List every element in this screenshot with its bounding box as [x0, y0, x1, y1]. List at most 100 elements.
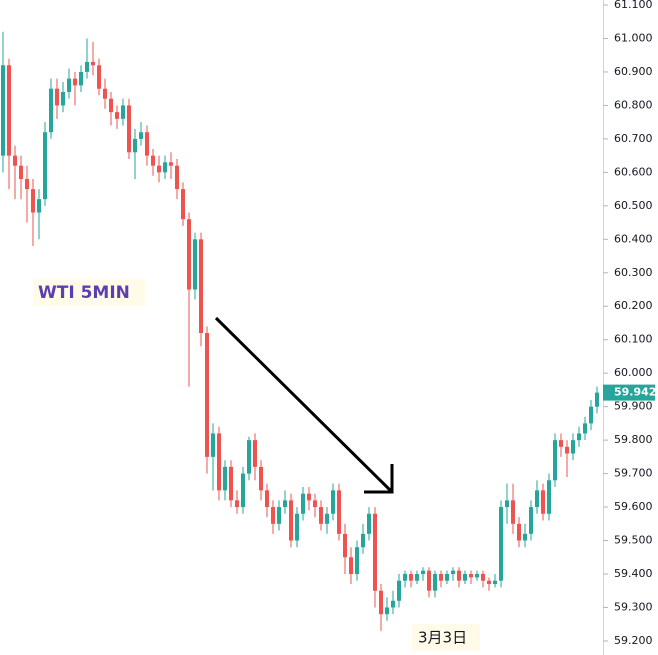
candle-body: [175, 165, 179, 190]
candle-body: [109, 98, 113, 113]
candle-body: [583, 423, 587, 434]
candle-body: [115, 112, 119, 119]
candle-body: [313, 500, 317, 508]
candle-body: [307, 493, 311, 501]
y-tick-label: 59.200: [614, 634, 653, 647]
y-tick-label: 60.800: [614, 98, 653, 111]
y-tick-label: 59.400: [614, 567, 653, 580]
candle-body: [31, 189, 35, 213]
candle-body: [361, 533, 365, 548]
candle-body: [67, 78, 71, 93]
candle-body: [229, 466, 233, 501]
candle-body: [43, 132, 47, 200]
y-tick-label: 59.700: [614, 467, 653, 480]
candle-body: [427, 570, 431, 591]
candle-body: [199, 239, 203, 334]
candle-body: [355, 547, 359, 575]
last-price-box: [603, 384, 655, 401]
candle-body: [421, 570, 425, 575]
candle-body: [235, 500, 239, 508]
candle-body: [61, 92, 65, 106]
arrow-shaft: [214, 316, 393, 493]
candle-body: [73, 78, 77, 86]
candle-body: [517, 523, 521, 541]
candle-body: [439, 574, 443, 581]
y-tick-label: 60.400: [614, 232, 653, 245]
y-tick-label: 59.900: [614, 400, 653, 413]
candle-body: [373, 513, 377, 591]
y-tick-label: 59.300: [614, 600, 653, 613]
candle-body: [277, 507, 281, 524]
candle-body: [55, 88, 59, 106]
candle-body: [547, 480, 551, 514]
candle-body: [385, 607, 389, 615]
candle-body: [493, 580, 497, 585]
candle-body: [253, 440, 257, 467]
candle-body: [247, 440, 251, 474]
candle-body: [481, 574, 485, 581]
candle-body: [151, 155, 155, 166]
candle-body: [91, 61, 95, 66]
candle-body: [487, 580, 491, 585]
y-tick-label: 59.800: [614, 433, 653, 446]
candle-body: [499, 507, 503, 581]
candle-body: [463, 574, 467, 581]
candle-body: [271, 507, 275, 524]
candle-body: [433, 574, 437, 591]
candle-body: [7, 65, 11, 156]
candle-body: [397, 580, 401, 601]
candle-body: [331, 490, 335, 514]
y-tick-label: 59.500: [614, 534, 653, 547]
candle-body: [193, 239, 197, 290]
candle-body: [25, 179, 29, 190]
y-tick-label: 60.700: [614, 132, 653, 145]
candle-body: [595, 392, 599, 407]
candle-body: [343, 533, 347, 558]
y-tick-label: 60.300: [614, 266, 653, 279]
candle-body: [505, 500, 509, 508]
candle-body: [79, 71, 83, 86]
candle-body: [415, 574, 419, 581]
candle-body: [589, 406, 593, 424]
candle-body: [97, 65, 101, 89]
label-bg: [33, 279, 145, 306]
y-tick-label: 60.200: [614, 299, 653, 312]
candle-body: [319, 507, 323, 524]
date-bg: [412, 624, 480, 651]
candle-body: [85, 61, 89, 72]
candle-body: [451, 570, 455, 575]
candle-body: [259, 466, 263, 491]
candle-body: [529, 507, 533, 534]
candle-body: [265, 490, 269, 508]
candle-body: [139, 132, 143, 139]
candle-body: [469, 574, 473, 578]
candles: [1, 31, 599, 631]
candle-body: [1, 65, 5, 156]
candle-body: [559, 440, 563, 447]
candle-body: [457, 570, 461, 581]
arrow-head: [364, 464, 394, 494]
candle-body: [367, 513, 371, 534]
candle-body: [157, 165, 161, 173]
y-tick-label: 60.600: [614, 165, 653, 178]
candle-body: [295, 513, 299, 541]
candle-body: [211, 433, 215, 457]
candle-body: [391, 600, 395, 608]
candle-body: [49, 88, 53, 133]
candle-body: [121, 105, 125, 119]
date-label: 3月3日: [418, 629, 467, 647]
y-tick-label: 61.100: [614, 0, 653, 11]
candle-body: [379, 590, 383, 615]
chart-label: WTI 5MIN: [38, 283, 130, 303]
candle-body: [169, 162, 173, 166]
y-tick-label: 60.500: [614, 199, 653, 212]
candle-body: [301, 493, 305, 514]
candle-body: [241, 473, 245, 508]
candle-body: [145, 132, 149, 156]
candle-body: [337, 490, 341, 534]
candle-body: [283, 500, 287, 508]
candle-body: [37, 199, 41, 213]
candle-body: [325, 513, 329, 524]
candle-body: [289, 500, 293, 541]
